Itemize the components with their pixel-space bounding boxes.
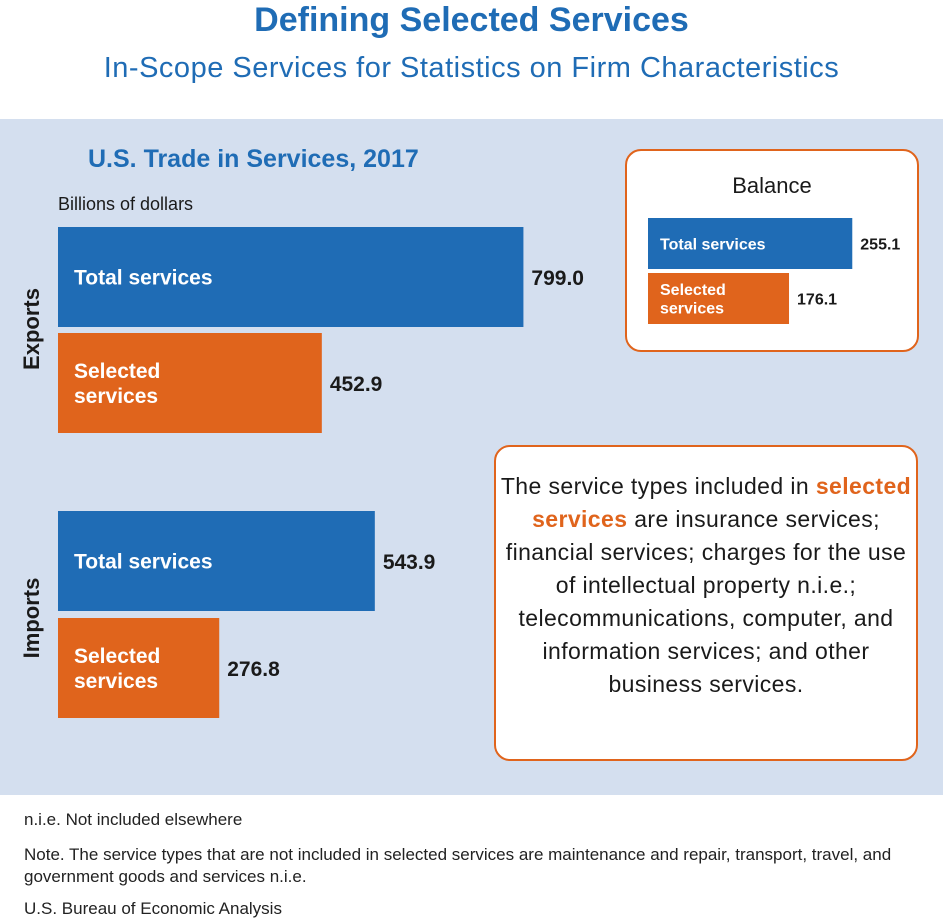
balance-value-label-selected-services: 176.1 <box>797 292 837 309</box>
page-subtitle: In-Scope Services for Statistics on Firm… <box>103 52 840 84</box>
balance-title: Balance <box>732 173 812 198</box>
bar-exports-total-services <box>58 227 524 327</box>
balance-bar-label-selected-services: Selected services <box>660 282 726 318</box>
footer-source: U.S. Bureau of Economic Analysis <box>24 899 282 918</box>
bar-label-imports-total-services: Total services <box>74 551 213 574</box>
value-label-exports-total-services: 799.0 <box>531 267 584 290</box>
balance-bar-selected-services <box>648 273 790 324</box>
bar-label-imports-selected-services: Selected services <box>74 645 160 693</box>
bar-label-exports-total-services: Total services <box>74 267 213 290</box>
bar-exports-selected-services <box>58 333 322 433</box>
chart-title: U.S. Trade in Services, 2017 <box>88 145 419 173</box>
page-title: Defining Selected Services <box>254 1 689 39</box>
bar-label-exports-selected-services: Selected services <box>74 360 160 408</box>
definition-lead: The service types included in <box>500 473 810 499</box>
balance-bar-label-total-services: Total services <box>660 236 766 253</box>
value-label-exports-selected-services: 452.9 <box>330 373 383 396</box>
bar-imports-total-services <box>58 511 375 611</box>
units-label: Billions of dollars <box>58 194 194 214</box>
balance-value-label-total-services: 255.1 <box>860 237 900 254</box>
definition-emphasis: selected services <box>532 473 912 532</box>
value-label-imports-total-services: 543.9 <box>383 551 436 574</box>
definition-rest: are insurance services; financial servic… <box>505 506 907 697</box>
balance-bar-total-services <box>648 218 853 269</box>
value-label-imports-selected-services: 276.8 <box>227 658 280 681</box>
definition-text: The service types included in selected s… <box>500 470 912 701</box>
definition-box <box>494 445 918 761</box>
footer-abbreviation: n.i.e. Not included elsewhere <box>24 810 243 829</box>
footer-note: Note. The service types that are not inc… <box>24 845 892 886</box>
bar-imports-selected-services <box>58 618 220 718</box>
